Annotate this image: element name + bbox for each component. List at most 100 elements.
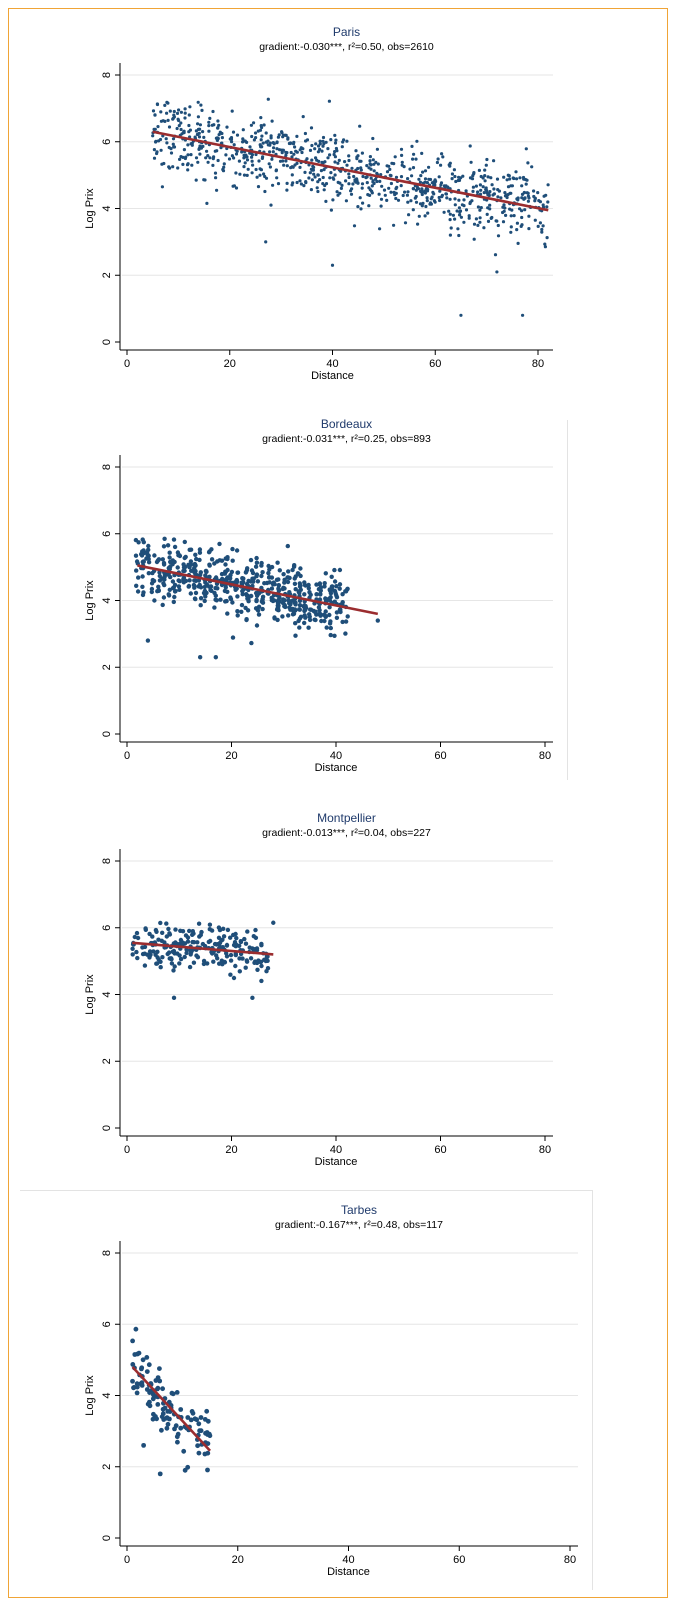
data-point (210, 123, 214, 127)
data-point (485, 188, 489, 193)
data-point (134, 568, 139, 573)
data-point (307, 176, 311, 180)
data-point (361, 201, 365, 205)
data-point (293, 633, 298, 638)
data-point (484, 186, 488, 190)
data-point (368, 193, 372, 197)
data-point (177, 553, 183, 559)
data-point (360, 151, 364, 155)
data-point (369, 163, 373, 167)
data-point (233, 587, 238, 592)
data-point (217, 927, 223, 933)
chart-subtitle: gradient:-0.167***, r²=0.48, obs=117 (275, 1219, 443, 1231)
data-point (322, 584, 327, 589)
data-point (336, 161, 340, 165)
data-point (545, 205, 549, 209)
data-point (289, 150, 293, 155)
data-point (166, 101, 170, 105)
data-point (259, 124, 263, 128)
data-point (472, 222, 477, 226)
y-tick-label-4: 4 (101, 597, 113, 603)
data-point (243, 941, 249, 946)
data-point (245, 158, 250, 162)
data-point (417, 214, 421, 218)
data-point (185, 935, 191, 940)
data-point (464, 208, 469, 212)
data-point (187, 123, 191, 128)
data-point (437, 195, 441, 200)
data-point (416, 222, 420, 226)
data-point (245, 140, 249, 144)
data-point (231, 942, 237, 948)
data-point (191, 940, 197, 945)
data-point (418, 189, 423, 193)
data-point (281, 133, 286, 137)
data-point (155, 1375, 161, 1380)
data-point (168, 166, 172, 170)
data-point (356, 181, 360, 185)
data-point (508, 177, 512, 181)
data-point (192, 578, 197, 583)
data-point (522, 177, 526, 181)
data-point (518, 176, 522, 180)
scatter-points (130, 920, 276, 1001)
data-point (154, 961, 159, 966)
data-point (425, 196, 429, 200)
data-point (172, 594, 177, 600)
data-point (188, 128, 192, 132)
data-point (310, 178, 314, 182)
data-point (151, 109, 156, 113)
data-point (303, 131, 307, 136)
data-point (331, 176, 335, 180)
data-point (327, 612, 332, 618)
y-axis-title: Log Prix (84, 974, 96, 1015)
data-point (541, 224, 545, 228)
data-point (219, 146, 223, 150)
data-point (233, 952, 238, 958)
data-point (379, 173, 383, 177)
data-point (405, 193, 409, 197)
data-point (456, 178, 460, 183)
data-point (183, 111, 187, 115)
data-point (501, 205, 505, 209)
data-point (315, 186, 319, 190)
data-point (314, 592, 319, 597)
data-point (224, 951, 229, 956)
data-point (157, 139, 161, 143)
data-point (506, 193, 510, 197)
data-point (414, 157, 418, 161)
data-point (368, 159, 372, 163)
data-point (450, 177, 454, 181)
data-point (155, 1386, 160, 1392)
data-point (160, 602, 165, 608)
data-point (188, 1417, 194, 1423)
data-point (382, 188, 387, 192)
data-point (179, 121, 183, 125)
data-point (175, 1439, 180, 1445)
data-point (188, 562, 194, 567)
data-point (159, 110, 163, 114)
data-point (133, 553, 139, 558)
data-point (237, 159, 241, 163)
data-point (329, 208, 333, 212)
data-point (198, 123, 202, 127)
data-point (472, 237, 476, 241)
data-point (152, 598, 157, 603)
data-point (249, 640, 254, 646)
data-point (286, 136, 290, 140)
data-point (171, 165, 175, 169)
data-point (243, 161, 247, 165)
data-point (308, 148, 313, 152)
data-point (224, 598, 229, 604)
data-point (196, 160, 200, 164)
data-point (458, 210, 462, 214)
data-point (332, 567, 337, 573)
data-point (169, 961, 175, 966)
data-point (209, 557, 215, 562)
data-point (171, 599, 176, 605)
data-point (188, 105, 192, 109)
data-point (291, 181, 295, 185)
data-point (472, 172, 476, 176)
data-point (230, 154, 234, 158)
data-point (264, 176, 269, 180)
